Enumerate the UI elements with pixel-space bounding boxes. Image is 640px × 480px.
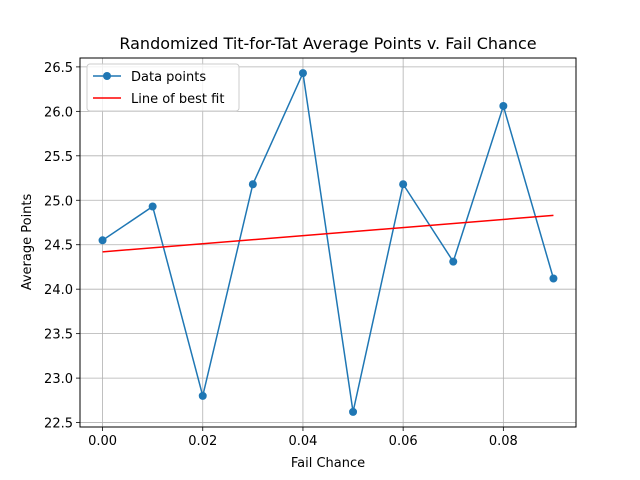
x-tick-label: 0.04 <box>288 434 317 449</box>
y-tick-label: 24.0 <box>44 283 73 298</box>
best-fit-line <box>102 214 554 253</box>
y-axis-label: Average Points <box>20 193 35 290</box>
legend-box <box>86 63 240 112</box>
y-ticks: 22.5 23.0 23.5 24.0 24.5 25.0 25.5 26.0 26.5 <box>44 61 80 432</box>
legend-data-points-label: Data points <box>131 70 206 85</box>
y-tick-label: 23.5 <box>44 328 73 343</box>
x-axis-label: Fail Chance <box>291 456 365 471</box>
data-point <box>198 391 207 400</box>
chart-title: Randomized Tit-for-Tat Average Points v.… <box>119 34 536 53</box>
x-tick-label: 0.02 <box>188 434 217 449</box>
y-tick-label: 25.5 <box>44 150 73 165</box>
data-point <box>399 180 408 189</box>
data-point <box>499 102 508 111</box>
plot-markers <box>98 69 558 416</box>
grid-lines <box>80 58 576 427</box>
plot-frame <box>79 57 577 428</box>
y-tick-label: 22.5 <box>44 417 73 432</box>
x-ticks: 0.00 0.02 0.04 0.06 0.08 <box>88 427 518 449</box>
y-tick-label: 23.0 <box>44 372 73 387</box>
data-point <box>248 180 257 189</box>
y-tick-label: 26.5 <box>44 61 73 76</box>
x-tick-label: 0.08 <box>489 434 518 449</box>
data-point <box>298 69 307 78</box>
data-point <box>148 202 157 211</box>
y-tick-label: 26.0 <box>44 105 73 120</box>
legend: Data points Line of best fit <box>86 63 240 112</box>
data-point <box>98 236 107 245</box>
data-point <box>549 274 558 283</box>
data-points-series-line <box>102 70 555 413</box>
x-tick-label: 0.06 <box>389 434 418 449</box>
legend-data-points-marker <box>103 72 111 80</box>
y-tick-label: 24.5 <box>44 239 73 254</box>
x-tick-label: 0.00 <box>88 434 117 449</box>
data-point <box>449 257 458 266</box>
y-tick-label: 25.0 <box>44 194 73 209</box>
legend-best-fit-label: Line of best fit <box>131 92 224 107</box>
plot-lines <box>102 70 555 413</box>
data-point <box>349 407 358 416</box>
